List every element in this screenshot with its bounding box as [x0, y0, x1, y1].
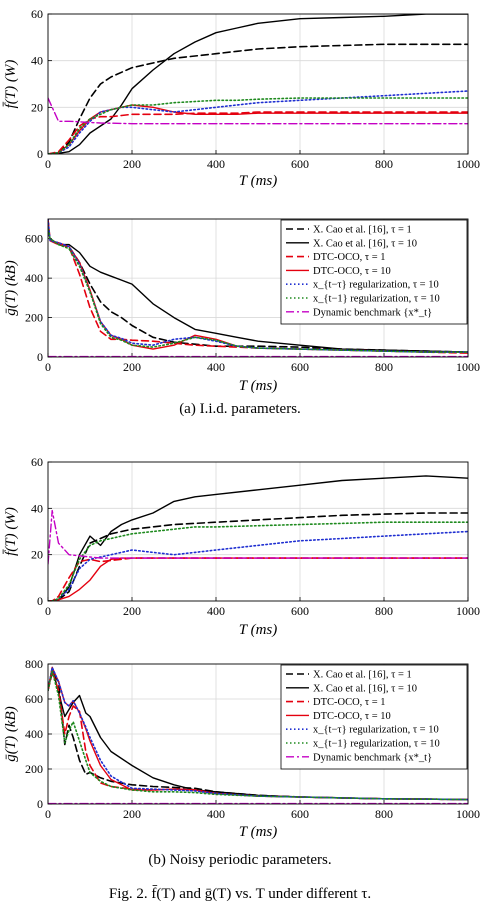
legend-label-2: X. Cao et al. [16], τ = 10	[313, 238, 417, 249]
legend-label-7: Dynamic benchmark {x*_t}	[313, 307, 432, 318]
series-group	[48, 475, 468, 601]
y-tick-label: 60	[31, 7, 43, 21]
series-line-2	[48, 228, 468, 353]
y-tick-label: 0	[37, 147, 43, 161]
legend-label-4: DTC-OCO, τ = 10	[313, 711, 391, 722]
x-tick-label: 200	[123, 157, 141, 171]
x-axis-label: T (ms)	[239, 824, 277, 840]
legend-label-3: DTC-OCO, τ = 1	[313, 252, 386, 263]
panel-b-g-plot: 0 200 400 600 800 1000 0 200 400 600 800 T (ms) ḡ(T)…	[3, 657, 480, 840]
y-tick-label: 20	[31, 100, 43, 114]
panel-a-g-plot: 0 200 400 600 800 1000 0 200 400 600 T (ms) ḡ(T) (k…	[3, 218, 480, 394]
series-line-4	[48, 104, 468, 154]
series-line-2	[48, 14, 468, 154]
x-tick-label: 800	[375, 360, 393, 374]
series-group	[48, 14, 468, 154]
plot-area	[48, 14, 468, 154]
series-line-6	[48, 97, 468, 154]
x-tick-label: 400	[207, 360, 225, 374]
x-tick-label: 0	[45, 360, 51, 374]
legend: X. Cao et al. [16], τ = 1 X. Cao et al. […	[280, 219, 468, 325]
x-tick-label: 200	[123, 604, 141, 618]
y-tick-label: 0	[37, 350, 43, 364]
legend-label-2: X. Cao et al. [16], τ = 10	[313, 683, 417, 694]
x-tick-label: 600	[291, 157, 309, 171]
legend-label-5: x_{t−τ} regularization, τ = 10	[313, 725, 439, 736]
series-line-5	[48, 530, 468, 601]
x-tick-label: 200	[123, 360, 141, 374]
legend-label-4: DTC-OCO, τ = 10	[313, 266, 391, 277]
y-tick-label: 0	[37, 797, 43, 811]
x-tick-label: 0	[45, 807, 51, 821]
x-tick-label: 1000	[456, 157, 480, 171]
y-axis-label: f̄(T) (W)	[3, 60, 19, 109]
legend-label-1: X. Cao et al. [16], τ = 1	[313, 225, 412, 236]
x-tick-label: 800	[375, 157, 393, 171]
y-axis-label: f̄(T) (W)	[3, 507, 19, 556]
series-line-6	[48, 228, 468, 353]
y-tick-label: 800	[25, 657, 43, 671]
x-tick-label: 0	[45, 604, 51, 618]
figure-caption: Fig. 2. f̄(T) and ḡ(T) vs. T under diffe…	[109, 885, 371, 902]
x-tick-label: 800	[375, 604, 393, 618]
plot-frame	[47, 663, 469, 805]
legend-label-5: x_{t−τ} regularization, τ = 10	[313, 280, 439, 291]
y-tick-label: 20	[31, 548, 43, 562]
x-axis-label: T (ms)	[239, 378, 277, 394]
series-line-3	[48, 111, 468, 154]
y-tick-label: 400	[25, 271, 43, 285]
x-tick-label: 1000	[456, 604, 480, 618]
legend-label-7: Dynamic benchmark {x*_t}	[313, 752, 432, 763]
series-line-6	[48, 521, 468, 601]
x-tick-label: 600	[291, 604, 309, 618]
legend-label-3: DTC-OCO, τ = 1	[313, 697, 386, 708]
legend-box	[280, 219, 468, 325]
legend: X. Cao et al. [16], τ = 1 X. Cao et al. […	[280, 664, 468, 770]
x-tick-label: 600	[291, 807, 309, 821]
plot-frame	[47, 461, 469, 602]
plot-area	[48, 462, 468, 601]
x-axis-label: T (ms)	[239, 622, 277, 638]
x-tick-label: 1000	[456, 360, 480, 374]
y-tick-label: 60	[31, 455, 43, 469]
x-tick-label: 200	[123, 807, 141, 821]
legend-box	[280, 664, 468, 770]
x-tick-label: 400	[207, 807, 225, 821]
sub-caption-b: (b) Noisy periodic parameters.	[148, 852, 331, 868]
series-line-1	[48, 512, 468, 601]
panel-a-f-plot: 0 200 400 600 800 1000 0 20 40 60 T (ms) f̄(T) (W)	[3, 7, 480, 189]
y-axis-label: ḡ(T) (kB)	[3, 706, 19, 761]
y-tick-label: 600	[25, 692, 43, 706]
legend-label-6: x_{t−1} regularization, τ = 10	[313, 739, 440, 750]
y-axis-label: ḡ(T) (kB)	[3, 260, 19, 315]
x-axis-label: T (ms)	[239, 173, 277, 189]
y-tick-label: 400	[25, 727, 43, 741]
series-line-1	[48, 43, 468, 154]
x-tick-label: 800	[375, 807, 393, 821]
y-tick-label: 40	[31, 501, 43, 515]
sub-caption-a: (a) I.i.d. parameters.	[179, 401, 301, 417]
x-tick-label: 1000	[456, 807, 480, 821]
y-tick-label: 200	[25, 762, 43, 776]
series-line-6	[48, 670, 468, 801]
y-tick-label: 200	[25, 311, 43, 325]
y-tick-label: 40	[31, 54, 43, 68]
x-tick-label: 0	[45, 157, 51, 171]
y-tick-label: 600	[25, 232, 43, 246]
x-tick-label: 400	[207, 157, 225, 171]
plot-frame	[47, 218, 469, 358]
x-tick-label: 400	[207, 604, 225, 618]
series-line-5	[48, 666, 468, 801]
series-line-7	[48, 509, 468, 565]
legend-label-1: X. Cao et al. [16], τ = 1	[313, 670, 412, 681]
series-line-7	[48, 97, 468, 125]
x-tick-label: 600	[291, 360, 309, 374]
plot-frame	[47, 13, 469, 155]
legend-label-6: x_{t−1} regularization, τ = 10	[313, 294, 440, 305]
panel-b-f-plot: 0 200 400 600 800 1000 0 20 40 60 T (ms) f̄(T) (W)	[3, 455, 480, 638]
y-tick-label: 0	[37, 594, 43, 608]
